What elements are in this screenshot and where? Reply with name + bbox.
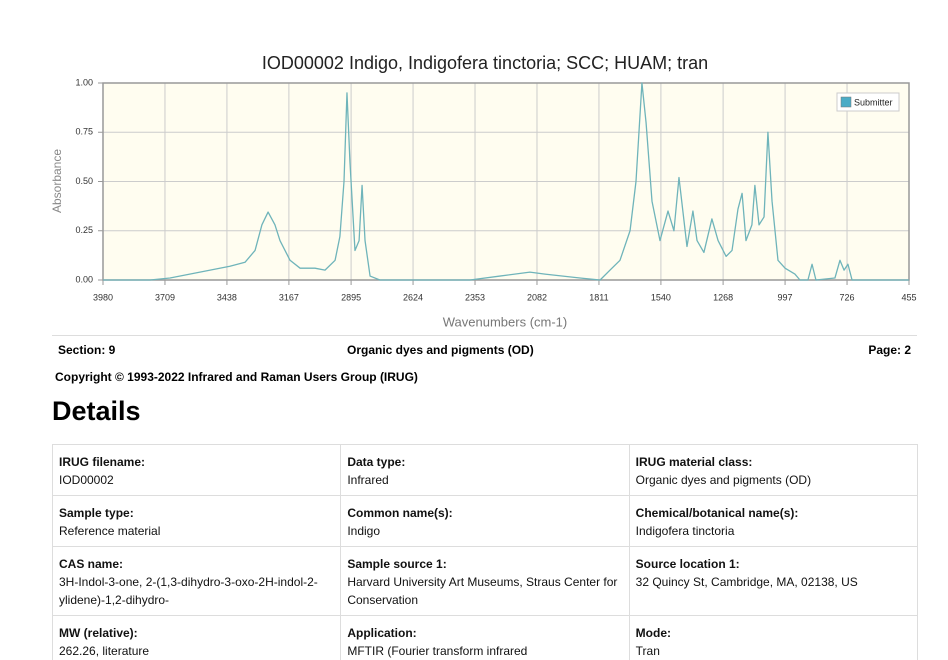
x-axis-label: Wavenumbers (cm-1) <box>443 314 567 329</box>
field-value: MFTIR (Fourier transform infrared <box>347 644 528 658</box>
y-tick-label: 0.25 <box>75 225 93 235</box>
y-tick-label: 0.00 <box>75 274 93 284</box>
field-label: IRUG filename: <box>59 455 146 469</box>
field-label: Mode: <box>635 626 671 640</box>
field-label: MW (relative): <box>59 626 138 640</box>
table-row: CAS name: 3H-Indol-3-one, 2-(1,3-dihydro-… <box>51 546 919 616</box>
copyright: Copyright © 1993-2022 Infrared and Raman… <box>55 370 418 384</box>
x-tick-label: 455 <box>901 292 916 302</box>
section-class: Organic dyes and pigments (OD) <box>347 343 534 357</box>
table-cell: Common name(s): Indigo <box>340 495 630 547</box>
table-cell: IRUG filename: IOD00002 <box>51 444 342 496</box>
field-value: Organic dyes and pigments (OD) <box>635 473 812 487</box>
x-tick-label: 997 <box>778 292 793 302</box>
section-number: Section: 9 <box>58 343 116 357</box>
plot-frame <box>102 82 910 281</box>
field-label: Sample type: <box>59 506 134 520</box>
x-tick-label: 2895 <box>341 292 361 302</box>
table-cell: Data type: Infrared <box>340 444 630 496</box>
x-tick-label: 1811 <box>589 292 608 302</box>
x-tick-label: 1540 <box>651 292 671 302</box>
x-tick-label: 2624 <box>403 292 423 302</box>
table-cell: MW (relative): 262.26, literature <box>51 615 342 660</box>
spectrum-line <box>103 82 909 281</box>
x-tick-label: 2082 <box>527 292 547 302</box>
y-tick-label: 0.50 <box>75 176 93 186</box>
table-row: Sample type: Reference material Common nam… <box>51 495 919 547</box>
field-label: Common name(s): <box>347 506 453 520</box>
chart-title: IOD00002 Indigo, Indigofera tinctoria; S… <box>262 53 708 73</box>
table-cell: Sample source 1: Harvard University Art M… <box>340 546 630 616</box>
field-label: Sample source 1: <box>347 557 447 571</box>
y-tick-label: 0.75 <box>75 127 93 137</box>
table-row: IRUG filename: IOD00002 Data type: Infrared… <box>51 444 919 496</box>
x-tick-label: 2353 <box>465 292 485 302</box>
table-cell: Chemical/botanical name(s): Indigofera ti… <box>628 495 919 547</box>
field-value: Infrared <box>347 473 389 487</box>
y-axis-label: Absorbance <box>50 149 64 213</box>
field-value: 3H-Indol-3-one, 2-(1,3-dihydro-3-oxo-2H-… <box>59 575 318 607</box>
table-row: MW (relative): 262.26, literature Applicat… <box>51 615 919 660</box>
table-cell: IRUG material class: Organic dyes and pig… <box>628 444 919 496</box>
x-tick-label: 3980 <box>93 292 113 302</box>
field-label: Data type: <box>347 455 406 469</box>
field-label: Source location 1: <box>635 557 740 571</box>
y-tick-label: 1.00 <box>75 77 93 87</box>
table-cell: Sample type: Reference material <box>51 495 342 547</box>
details-heading: Details <box>52 396 141 426</box>
field-label: Chemical/botanical name(s): <box>635 506 799 520</box>
field-label: Application: <box>347 626 417 640</box>
legend-label: Submitter <box>854 97 893 107</box>
table-cell: Application: MFTIR (Fourier transform inf… <box>340 615 630 660</box>
table-cell: Source location 1: 32 Quincy St, Cambridg… <box>628 546 919 616</box>
details-table: IRUG filename: IOD00002 Data type: Infrared… <box>51 444 919 660</box>
field-value: Indigo <box>347 524 381 538</box>
field-label: CAS name: <box>59 557 124 571</box>
x-tick-label: 3709 <box>155 292 175 302</box>
legend: Submitter <box>836 92 900 112</box>
field-value: Reference material <box>59 524 161 538</box>
table-cell: CAS name: 3H-Indol-3-one, 2-(1,3-dihydro-… <box>51 546 342 616</box>
field-value: 32 Quincy St, Cambridge, MA, 02138, US <box>635 575 858 589</box>
field-value: IOD00002 <box>59 473 114 487</box>
x-tick-label: 3438 <box>217 292 237 302</box>
x-tick-label: 3167 <box>279 292 299 302</box>
table-cell: Mode: Tran <box>628 615 919 660</box>
legend-box <box>836 92 900 112</box>
field-label: IRUG material class: <box>635 455 753 469</box>
field-value: Indigofera tinctoria <box>635 524 735 538</box>
x-tick-label: 1268 <box>713 292 733 302</box>
x-tick-label: 726 <box>840 292 855 302</box>
field-value: Harvard University Art Museums, Straus C… <box>347 575 618 607</box>
page-number: Page: 2 <box>868 343 911 357</box>
legend-swatch <box>840 96 852 108</box>
field-value: 262.26, literature <box>59 644 150 658</box>
field-value: Tran <box>635 644 660 658</box>
chart: IOD00002 Indigo, Indigofera tinctoria; S… <box>50 53 917 336</box>
